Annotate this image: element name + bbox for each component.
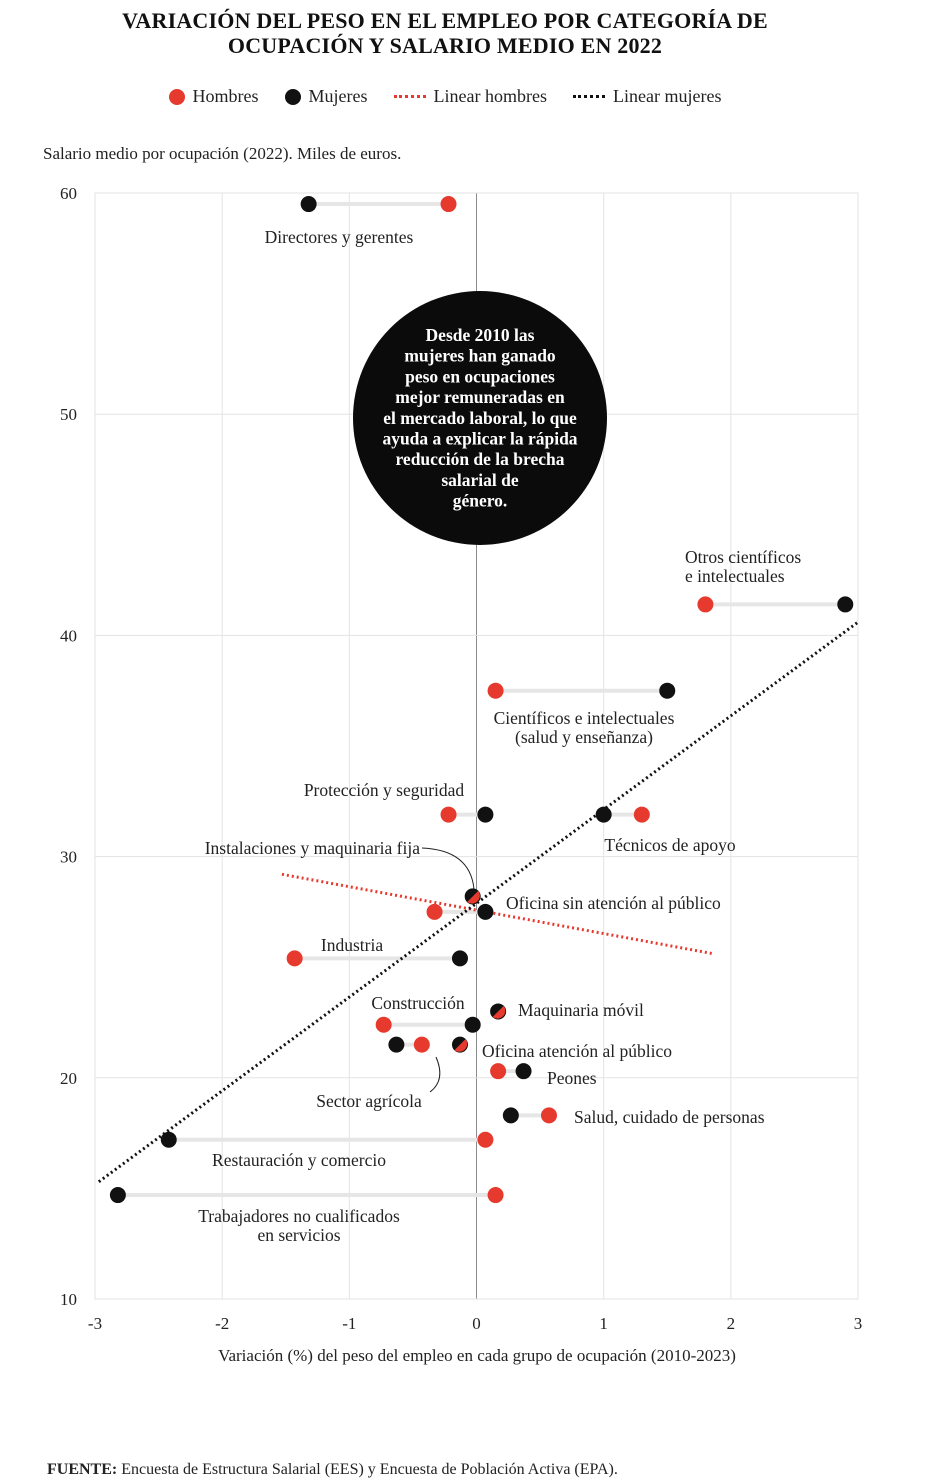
legend-swatch-mujeres (284, 88, 301, 105)
point-hombres (633, 806, 650, 823)
y-tick-label: 20 (60, 1069, 77, 1088)
point-hombres (477, 1131, 494, 1148)
category-label: Sector agrícola (316, 1091, 422, 1111)
scatter-chart: -3 -2 -1 0 1 2 3 10 20 30 40 50 60 Variación (%) del … (60, 184, 863, 1365)
point-hombres (467, 890, 480, 904)
x-axis-title: Variación (%) del peso del empleo en cad… (218, 1346, 736, 1365)
category-label: Peones (547, 1068, 597, 1088)
point-mujeres (477, 806, 494, 823)
category-label: Oficina atención al público (482, 1041, 672, 1061)
legend-label-mujeres: Mujeres (308, 86, 368, 106)
x-tick-label: -2 (215, 1314, 229, 1333)
point-mujeres (515, 1063, 532, 1080)
source-label: FUENTE: (47, 1461, 118, 1478)
y-tick-label: 60 (60, 184, 77, 203)
point-mujeres (502, 1107, 519, 1124)
point-hombres (540, 1107, 557, 1124)
legend-item-linear-mujeres: Linear mujeres (573, 86, 721, 107)
category-label: Científicos e intelectuales (salud y ense… (494, 708, 675, 747)
y-tick-label: 50 (60, 405, 77, 424)
category-label: Maquinaria móvil (518, 1000, 644, 1020)
x-tick-label: 1 (599, 1314, 608, 1333)
point-hombres (440, 196, 457, 213)
point-mujeres (595, 806, 612, 823)
callout-text: Desde 2010 las mujeres han ganado peso en … (382, 325, 577, 511)
trendline-hombres (281, 872, 715, 956)
legend-label-hombres: Hombres (192, 86, 259, 106)
legend-swatch-hombres (168, 88, 185, 105)
callout-circle (353, 291, 607, 545)
point-mujeres (109, 1187, 126, 1204)
chart-title: VARIACIÓN DEL PESO EN EL EMPLEO POR CATE… (0, 8, 890, 58)
point-mujeres (388, 1036, 405, 1053)
legend-label-linear-hombres: Linear hombres (433, 86, 547, 106)
category-label: Protección y seguridad (304, 780, 465, 800)
point-mujeres (659, 682, 676, 699)
point-hombres (413, 1036, 430, 1053)
y-tick-label: 30 (60, 848, 77, 867)
category-label: Construcción (371, 993, 465, 1013)
point-mujeres (160, 1131, 177, 1148)
x-tick-label: -3 (88, 1314, 102, 1333)
category-label: Técnicos de apoyo (604, 835, 735, 855)
y-tick-label: 10 (60, 1290, 77, 1309)
point-hombres (375, 1016, 392, 1033)
point-hombres (426, 903, 443, 920)
y-axis-title: Salario medio por ocupación (2022). Mile… (43, 144, 402, 163)
legend: Hombres Mujeres Linear hombres Linear mu… (0, 86, 890, 107)
point-mujeres (451, 950, 468, 967)
legend-swatch-linear-hombres (393, 95, 426, 98)
point-hombres (697, 596, 714, 613)
legend-label-linear-mujeres: Linear mujeres (613, 86, 722, 106)
category-label: Restauración y comercio (212, 1150, 386, 1170)
source-text: Encuesta de Estructura Salarial (EES) y … (117, 1461, 618, 1478)
point-mujeres (837, 596, 854, 613)
point-mujeres (300, 196, 317, 213)
point-hombres (492, 1005, 506, 1019)
x-tick-label: -1 (342, 1314, 356, 1333)
x-tick-label: 2 (727, 1314, 736, 1333)
category-label: Salud, cuidado de personas (574, 1107, 765, 1127)
category-label: Otros científicos e intelectuales (685, 547, 801, 586)
point-mujeres (464, 1016, 481, 1033)
point-hombres (490, 1063, 507, 1080)
source-note: FUENTE: Encuesta de Estructura Salarial … (47, 1461, 618, 1479)
leader-line-agricola (429, 1056, 441, 1093)
legend-item-linear-hombres: Linear hombres (393, 86, 547, 107)
point-hombres (454, 1039, 468, 1052)
category-label: Directores y gerentes (265, 227, 414, 247)
category-label: Trabajadores no cualificados en servicios (198, 1206, 400, 1245)
title-line-1: VARIACIÓN DEL PESO EN EL EMPLEO POR CATE… (122, 8, 768, 33)
x-tick-label: 0 (472, 1314, 481, 1333)
category-label: Instalaciones y maquinaria fija (205, 838, 420, 858)
category-label: Oficina sin atención al público (506, 893, 721, 913)
legend-item-mujeres: Mujeres (284, 86, 368, 107)
legend-item-hombres: Hombres (168, 86, 259, 107)
leader-line-instalaciones (421, 847, 475, 890)
point-hombres (487, 682, 504, 699)
point-hombres (487, 1187, 504, 1204)
category-label: Industria (321, 935, 383, 955)
x-tick-label: 3 (854, 1314, 863, 1333)
point-hombres (286, 950, 303, 967)
point-mujeres (477, 903, 494, 920)
title-line-2: OCUPACIÓN Y SALARIO MEDIO EN 2022 (227, 33, 663, 58)
y-tick-label: 40 (60, 626, 77, 645)
point-hombres (440, 806, 457, 823)
legend-swatch-linear-mujeres (573, 95, 605, 98)
